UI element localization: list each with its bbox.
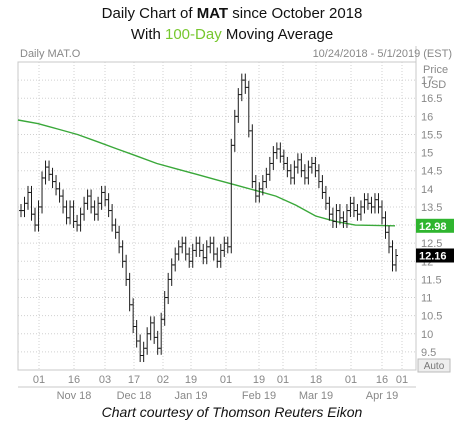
x-day-label: 19 bbox=[253, 374, 265, 386]
y-tick-label: 15.5 bbox=[421, 129, 442, 141]
y-tick-label: 10 bbox=[421, 329, 433, 341]
y-tick-label: 9.5 bbox=[421, 347, 436, 359]
x-month-label: Jan 19 bbox=[174, 390, 207, 402]
x-day-label: 01 bbox=[220, 374, 232, 386]
ma-value-badge bbox=[416, 218, 454, 233]
y-tick-label: 15 bbox=[421, 148, 433, 160]
y-tick-labels: 9.51010.51111.51212.51313.51414.51515.51… bbox=[421, 75, 442, 359]
x-month-label: Nov 18 bbox=[57, 390, 92, 402]
date-range: 10/24/2018 - 5/1/2019 (EST) bbox=[313, 48, 452, 60]
y-tick-label: 11 bbox=[421, 293, 432, 305]
moving-average-series bbox=[17, 119, 396, 227]
y-tick-label: 14 bbox=[421, 184, 433, 196]
x-day-label: 01 bbox=[345, 374, 357, 386]
subtitle-prefix: With bbox=[130, 26, 165, 43]
y-tick-label: 10.5 bbox=[421, 311, 442, 323]
x-day-label: 01 bbox=[33, 374, 45, 386]
y-tick-label: 17 bbox=[421, 75, 433, 87]
y-tick-label: 16 bbox=[421, 111, 433, 123]
subtitle-accent: 100-Day bbox=[165, 26, 222, 43]
y-axis-title-line1: Price bbox=[423, 64, 448, 76]
moving-average-line bbox=[17, 119, 396, 227]
auto-button[interactable] bbox=[417, 358, 451, 373]
x-day-label: 19 bbox=[185, 374, 197, 386]
last-price-badge bbox=[416, 248, 454, 263]
value-badges: 12.98 12.16 bbox=[416, 218, 454, 263]
panel-label: Daily MAT.O bbox=[20, 48, 81, 60]
plot-frame bbox=[17, 61, 417, 371]
y-tick-label: 11.5 bbox=[421, 274, 442, 286]
last-price-label: 12.16 bbox=[419, 250, 447, 262]
y-tick-label: 12.5 bbox=[421, 238, 442, 250]
y-axis-title-line2: USD bbox=[423, 79, 446, 91]
chart-title: Daily Chart of MAT since October 2018 bbox=[0, 5, 464, 22]
auto-label: Auto bbox=[424, 361, 445, 372]
x-day-label: 17 bbox=[128, 374, 140, 386]
y-tick-label: 14.5 bbox=[421, 166, 442, 178]
x-month-label: Dec 18 bbox=[117, 390, 152, 402]
x-day-label: 01 bbox=[277, 374, 289, 386]
chart-credit: Chart courtesy of Thomson Reuters Eikon bbox=[101, 404, 363, 420]
x-day-label: 02 bbox=[157, 374, 169, 386]
x-day-label: 01 bbox=[396, 374, 408, 386]
title-prefix: Daily Chart of bbox=[101, 5, 197, 22]
y-tick-label: 13.5 bbox=[421, 202, 442, 214]
subtitle-suffix: Moving Average bbox=[221, 26, 334, 43]
x-day-label: 16 bbox=[376, 374, 388, 386]
ma-value-label: 12.98 bbox=[419, 221, 447, 233]
x-day-label: 03 bbox=[99, 374, 111, 386]
x-axis: 01 16 03 17 02 19 01 19 01 18 01 16 01 Nov 18 Dec 18 Ja… bbox=[18, 374, 416, 402]
title-ticker: MAT bbox=[196, 5, 229, 22]
x-day-label: 16 bbox=[68, 374, 80, 386]
x-day-label: 18 bbox=[310, 374, 322, 386]
chart-subtitle: With 100-Day Moving Average bbox=[0, 26, 464, 43]
price-bars bbox=[19, 73, 398, 363]
title-suffix: since October 2018 bbox=[228, 5, 363, 22]
y-tick-label: 16.5 bbox=[421, 93, 442, 105]
x-month-label: Apr 19 bbox=[366, 390, 398, 402]
x-month-label: Feb 19 bbox=[242, 390, 276, 402]
x-month-label: Mar 19 bbox=[299, 390, 333, 402]
